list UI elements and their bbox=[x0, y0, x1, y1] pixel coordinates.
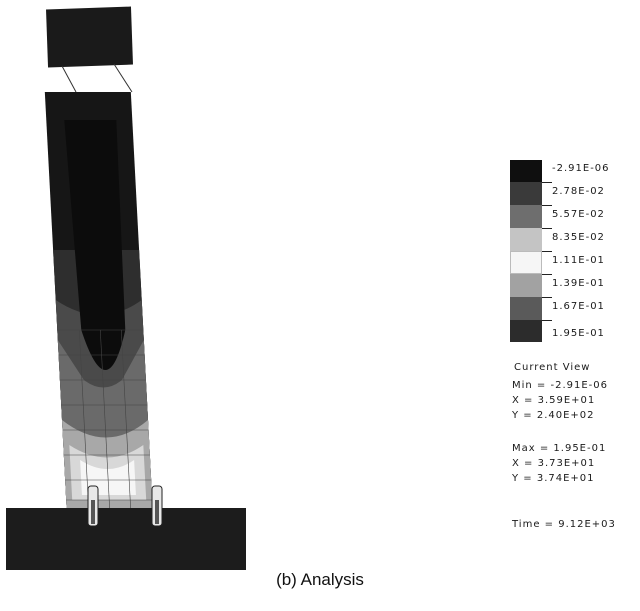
legend-label: -2.91E-06 bbox=[552, 163, 610, 174]
legend-label: 1.95E-01 bbox=[552, 328, 605, 339]
column bbox=[44, 92, 154, 522]
time-value: Time = 9.12E+03 bbox=[512, 519, 616, 530]
legend-label: 1.11E-01 bbox=[552, 255, 605, 266]
max-x: X = 3.73E+01 bbox=[512, 458, 596, 469]
legend-label: 5.57E-02 bbox=[552, 209, 605, 220]
legend-label: 1.67E-01 bbox=[552, 301, 605, 312]
min-y: Y = 2.40E+02 bbox=[512, 410, 595, 421]
legend-swatch-4 bbox=[510, 228, 542, 251]
max-value: Max = 1.95E-01 bbox=[512, 443, 607, 454]
bolt-shading bbox=[91, 500, 159, 524]
legend-swatch-1 bbox=[510, 160, 542, 182]
contour-core bbox=[64, 120, 126, 370]
min-value: Min = -2.91E-06 bbox=[512, 380, 609, 391]
legend-swatch-3 bbox=[510, 205, 542, 228]
link-line-left bbox=[61, 65, 77, 93]
legend-swatch-8 bbox=[510, 320, 542, 342]
min-x: X = 3.59E+01 bbox=[512, 395, 596, 406]
stress-legend: -2.91E-06 2.78E-02 5.57E-02 8.35E-02 1.1… bbox=[510, 160, 640, 580]
max-y: Y = 3.74E+01 bbox=[512, 473, 595, 484]
legend-label: 8.35E-02 bbox=[552, 232, 605, 243]
mesh-grid bbox=[57, 329, 153, 520]
base-footing bbox=[6, 508, 246, 570]
loading-block bbox=[46, 6, 133, 68]
legend-label: 1.39E-01 bbox=[552, 278, 605, 289]
current-view-label: Current View bbox=[514, 362, 591, 373]
legend-swatch-6 bbox=[510, 274, 542, 297]
legend-swatch-7 bbox=[510, 297, 542, 320]
fem-contour-plot bbox=[6, 6, 246, 570]
legend-label: 2.78E-02 bbox=[552, 186, 605, 197]
legend-swatch-5 bbox=[510, 251, 542, 274]
link-line-right bbox=[113, 63, 133, 93]
figure-caption: (b) Analysis bbox=[276, 570, 364, 589]
legend-swatch-2 bbox=[510, 182, 542, 205]
